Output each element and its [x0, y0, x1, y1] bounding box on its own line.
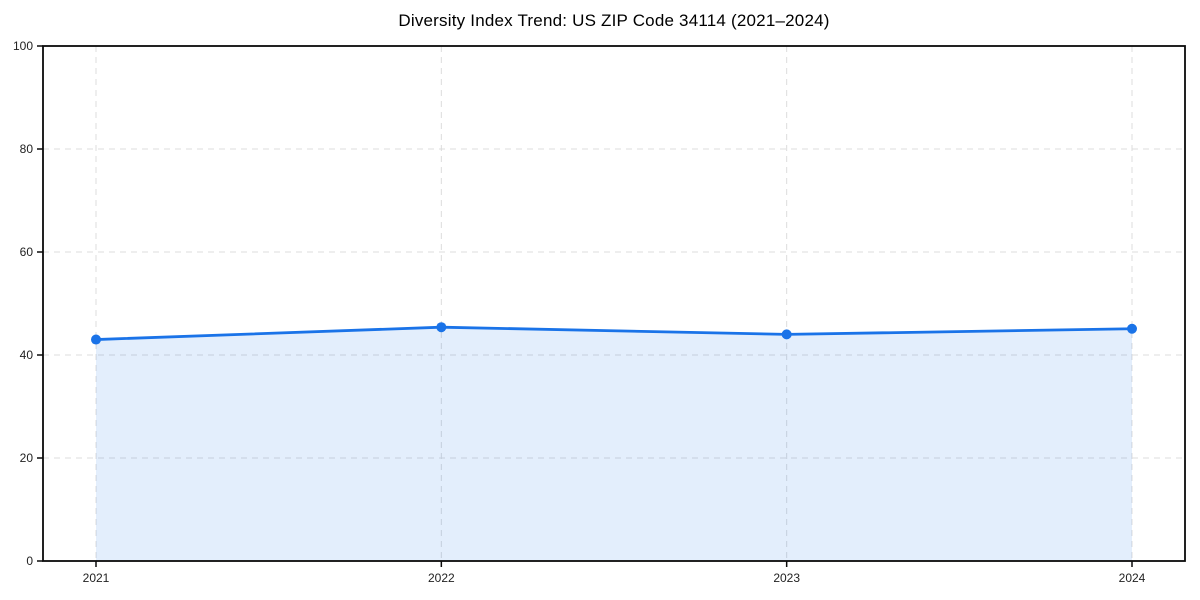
data-point-2023	[781, 329, 792, 340]
trend-line	[94, 325, 1134, 341]
y-tick-label: 20	[20, 451, 34, 465]
plot-border	[42, 45, 1186, 562]
x-tick-label: 2021	[83, 571, 110, 585]
x-tick-label: 2024	[1119, 571, 1146, 585]
data-point-2021	[91, 334, 101, 345]
y-tick-label: 100	[13, 39, 33, 53]
chart-title: Diversity Index Trend: US ZIP Code 34114…	[398, 11, 830, 30]
y-tick-label: 60	[20, 245, 34, 259]
x-tick-label: 2022	[428, 571, 455, 585]
data-point-2024	[1127, 323, 1137, 334]
area-fill	[96, 327, 1132, 561]
y-tick-label: 0	[26, 554, 33, 568]
x-tick-label: 2023	[773, 571, 800, 585]
data-point-2022	[436, 322, 447, 333]
y-tick-label: 80	[20, 142, 34, 156]
y-tick-label: 40	[20, 348, 34, 362]
